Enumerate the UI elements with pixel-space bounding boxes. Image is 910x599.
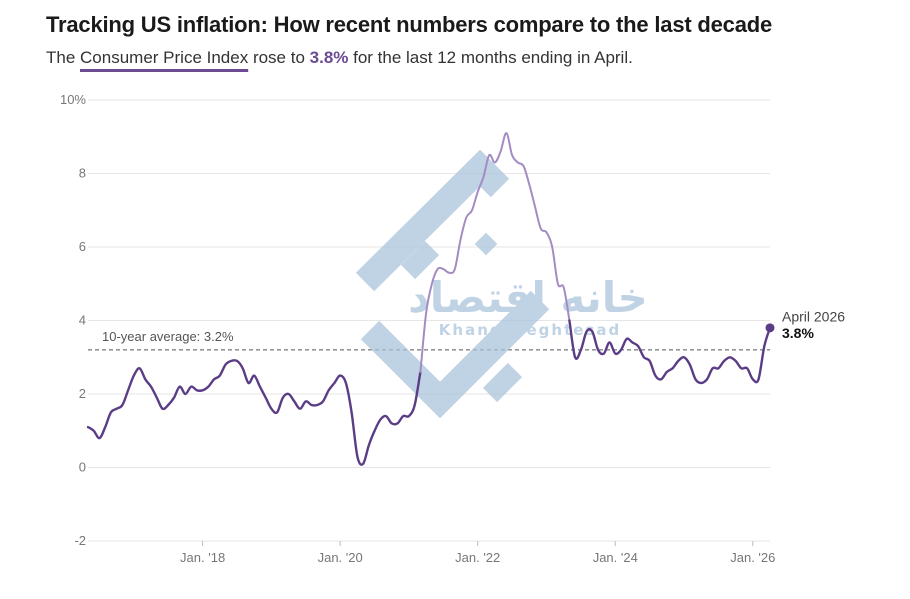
cpi-line-segment [568,319,772,385]
y-tick-label: 2 [79,386,86,401]
watermark-shape [474,232,498,256]
average-reference: 10-year average: 3.2% [88,329,770,351]
cpi-link[interactable]: Consumer Price Index [80,48,249,67]
average-label: 10-year average: 3.2% [102,329,234,344]
end-point-marker[interactable] [765,323,775,333]
subtitle-mid: rose to [248,48,310,67]
watermark-shape [360,290,550,419]
y-tick-label: 4 [79,313,86,328]
y-tick-label: 10% [60,92,86,107]
x-tick-label: Jan. '18 [180,550,225,565]
watermark-arabic-text: خانه اقتصاد [408,273,648,322]
cpi-line-segment [86,359,422,466]
watermark-latin-text: Khanehyeghtesad [439,321,621,339]
cpi-line-highlight-segment [419,132,571,373]
x-axis-ticks: Jan. '18 Jan. '20 Jan. '22 Jan. '24 Jan. '26 [180,541,775,565]
chart-subtitle: The Consumer Price Index rose to 3.8% fo… [46,48,633,68]
y-tick-label: 0 [79,460,86,475]
x-tick-label: Jan. '24 [593,550,638,565]
subtitle-suffix: for the last 12 months ending in April. [348,48,633,67]
watermark-shape [355,149,510,292]
y-tick-label: 6 [79,239,86,254]
chart-title: Tracking US inflation: How recent number… [46,12,773,37]
y-tick-label: 8 [79,166,86,181]
subtitle-value: 3.8% [309,48,349,67]
x-tick-label: Jan. '22 [455,550,500,565]
end-annotation: April 2026 3.8% [765,309,845,341]
y-tick-label: -2 [74,533,86,548]
end-date-label: April 2026 [782,309,845,325]
end-value-label: 3.8% [782,325,814,341]
cpi-series [86,132,772,466]
watermark-shape [482,362,523,403]
watermark-shape [400,240,440,280]
x-tick-label: Jan. '26 [730,550,775,565]
x-tick-label: Jan. '20 [318,550,363,565]
y-axis-ticks: -2 0 2 4 6 8 10% [60,92,86,548]
subtitle-prefix: The [46,48,81,67]
